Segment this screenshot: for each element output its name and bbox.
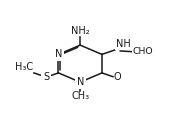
Text: CHO: CHO bbox=[133, 47, 153, 56]
Text: O: O bbox=[114, 72, 121, 82]
Text: N: N bbox=[76, 77, 84, 87]
Text: CH₃: CH₃ bbox=[71, 91, 89, 101]
Text: H₃C: H₃C bbox=[15, 62, 33, 72]
Text: NH: NH bbox=[116, 39, 130, 49]
Text: S: S bbox=[43, 72, 49, 82]
Text: NH₂: NH₂ bbox=[71, 26, 89, 36]
Text: N: N bbox=[55, 49, 62, 59]
